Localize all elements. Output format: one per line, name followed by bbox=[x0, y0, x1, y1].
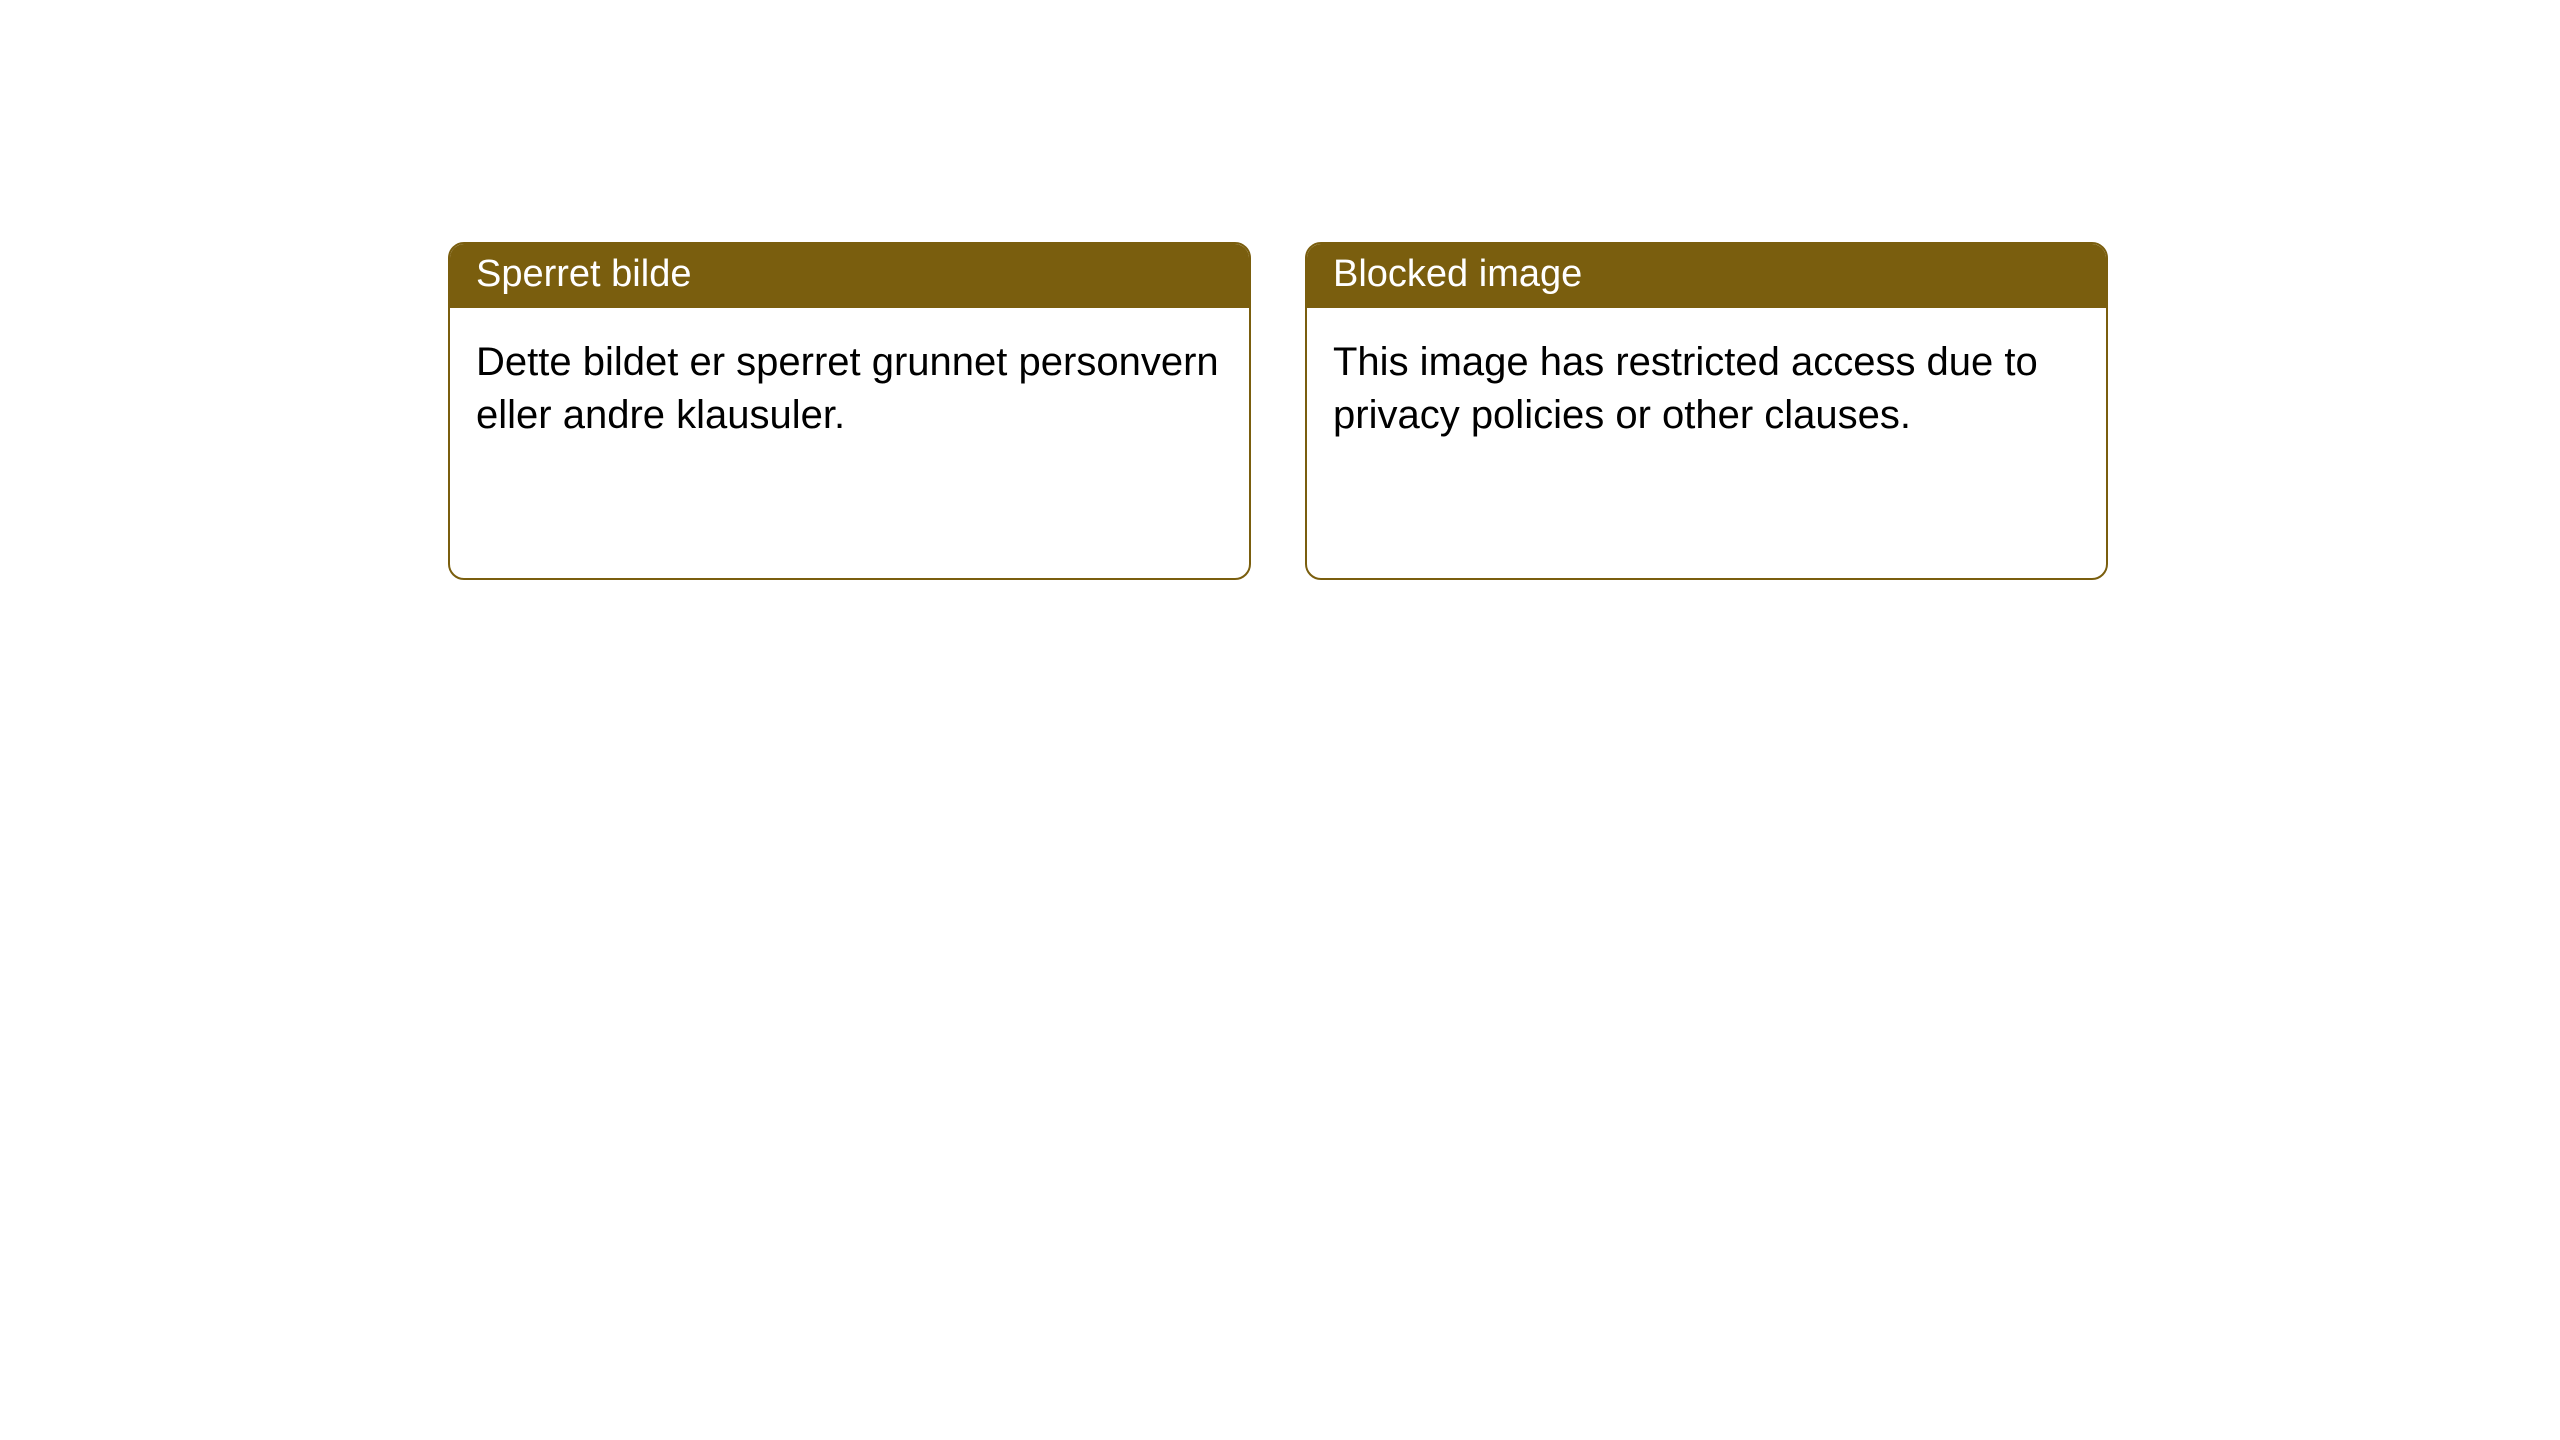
notice-body: This image has restricted access due to … bbox=[1307, 308, 2106, 470]
notice-header: Sperret bilde bbox=[450, 244, 1249, 308]
notice-card-en: Blocked image This image has restricted … bbox=[1305, 242, 2108, 580]
notice-header: Blocked image bbox=[1307, 244, 2106, 308]
notice-card-no: Sperret bilde Dette bildet er sperret gr… bbox=[448, 242, 1251, 580]
notice-cards-container: Sperret bilde Dette bildet er sperret gr… bbox=[448, 242, 2108, 580]
notice-body: Dette bildet er sperret grunnet personve… bbox=[450, 308, 1249, 470]
